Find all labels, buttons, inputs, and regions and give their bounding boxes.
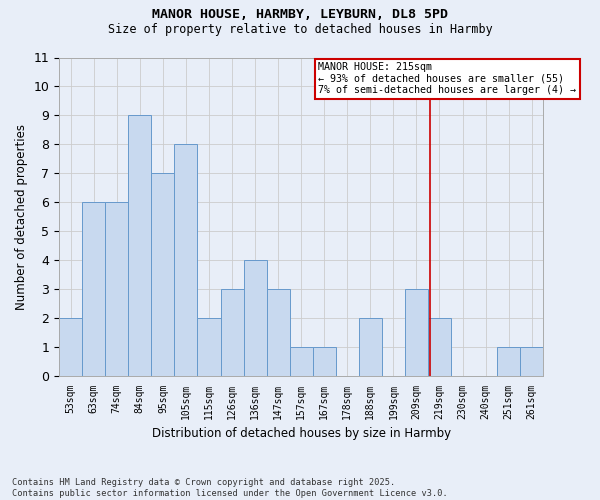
Bar [313,347,336,376]
X-axis label: Distribution of detached houses by size in Harmby: Distribution of detached houses by size … [152,427,451,440]
Y-axis label: Number of detached properties: Number of detached properties [15,124,28,310]
Text: Contains HM Land Registry data © Crown copyright and database right 2025.
Contai: Contains HM Land Registry data © Crown c… [12,478,448,498]
Bar [497,347,520,376]
Bar [105,202,128,376]
Bar [244,260,266,376]
Bar [175,144,197,376]
Bar [520,347,543,376]
Bar [82,202,105,376]
Bar [221,289,244,376]
Bar [405,289,428,376]
Bar [197,318,221,376]
Text: Size of property relative to detached houses in Harmby: Size of property relative to detached ho… [107,22,493,36]
Bar [290,347,313,376]
Bar [128,116,151,376]
Bar [266,289,290,376]
Text: MANOR HOUSE, HARMBY, LEYBURN, DL8 5PD: MANOR HOUSE, HARMBY, LEYBURN, DL8 5PD [152,8,448,20]
Bar [151,173,175,376]
Bar [359,318,382,376]
Bar [59,318,82,376]
Text: MANOR HOUSE: 215sqm
← 93% of detached houses are smaller (55)
7% of semi-detache: MANOR HOUSE: 215sqm ← 93% of detached ho… [318,62,576,96]
Bar [428,318,451,376]
